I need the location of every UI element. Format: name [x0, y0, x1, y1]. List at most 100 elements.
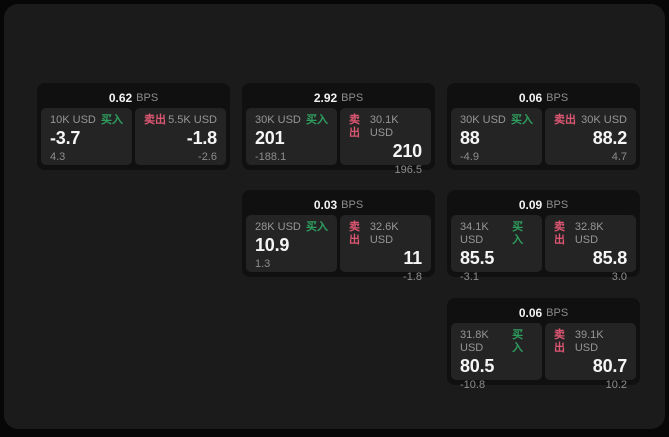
buy-quote-panel[interactable]: 30K USD 买入 88 -4.9: [451, 108, 542, 165]
sell-quote-panel[interactable]: 卖出 39.1K USD 80.7 10.2: [545, 323, 636, 391]
bps-value: 0.62: [108, 90, 133, 105]
buy-side-label: 买入: [512, 221, 524, 246]
buy-panel-header: 31.8K USD 买入: [460, 329, 533, 355]
sell-panel-header: 卖出 30K USD: [554, 114, 627, 127]
buy-quote-panel[interactable]: 34.1K USD 买入 85.5 -3.1: [451, 215, 542, 283]
quote-card-1[interactable]: 0.62 BPS 10K USD 买入 -3.7 4.3 卖出 5.5K USD…: [37, 83, 230, 170]
buy-price: -3.7: [50, 128, 81, 148]
sell-price: 11: [403, 248, 422, 268]
bps-value: 0.06: [518, 90, 543, 105]
bps-unit-label: BPS: [341, 198, 364, 211]
bps-unit-label: BPS: [546, 91, 569, 104]
buy-delta: 1.3: [255, 258, 271, 270]
buy-quote-panel[interactable]: 10K USD 买入 -3.7 4.3: [41, 108, 132, 165]
card-body: 28K USD 买入 10.9 1.3 卖出 32.6K USD 11 -1.8: [246, 215, 431, 283]
buy-price: 10.9: [255, 235, 290, 255]
card-header: 0.06 BPS: [451, 87, 636, 108]
sell-delta: -1.8: [403, 271, 422, 283]
sell-delta: 3.0: [611, 271, 627, 283]
card-header: 0.06 BPS: [451, 302, 636, 323]
bps-unit-label: BPS: [341, 91, 364, 104]
sell-price: -1.8: [186, 128, 217, 148]
card-header: 0.09 BPS: [451, 194, 636, 215]
quote-card-2[interactable]: 2.92 BPS 30K USD 买入 201 -188.1 卖出 30.1K …: [242, 83, 435, 176]
quote-card-5[interactable]: 0.09 BPS 34.1K USD 买入 85.5 -3.1 卖出 32.8K…: [447, 190, 640, 283]
buy-panel-header: 34.1K USD 买入: [460, 221, 533, 247]
sell-quote-panel[interactable]: 卖出 5.5K USD -1.8 -2.6: [135, 108, 226, 165]
card-body: 34.1K USD 买入 85.5 -3.1 卖出 32.8K USD 85.8…: [451, 215, 636, 283]
card-body: 10K USD 买入 -3.7 4.3 卖出 5.5K USD -1.8 -2.…: [41, 108, 226, 165]
buy-price: 85.5: [460, 248, 495, 268]
sell-side-label: 卖出: [554, 114, 576, 126]
sell-side-label: 卖出: [554, 221, 565, 246]
buy-panel-header: 10K USD 买入: [50, 114, 123, 127]
sell-side-label: 卖出: [349, 114, 360, 139]
sell-delta: 4.7: [611, 151, 627, 163]
sell-amount: 5.5K USD: [168, 114, 217, 126]
sell-panel-header: 卖出 5.5K USD: [144, 114, 217, 127]
card-body: 30K USD 买入 88 -4.9 卖出 30K USD 88.2 4.7: [451, 108, 636, 165]
buy-amount: 31.8K USD: [460, 329, 489, 354]
buy-side-label: 买入: [511, 114, 533, 126]
quote-card-3[interactable]: 0.06 BPS 30K USD 买入 88 -4.9 卖出 30K USD 8…: [447, 83, 640, 170]
sell-quote-panel[interactable]: 卖出 30.1K USD 210 196.5: [340, 108, 431, 176]
sell-amount: 30.1K USD: [369, 114, 399, 139]
bps-value: 0.09: [518, 197, 543, 212]
quote-card-6[interactable]: 0.06 BPS 31.8K USD 买入 80.5 -10.8 卖出 39.1…: [447, 298, 640, 391]
sell-quote-panel[interactable]: 卖出 32.6K USD 11 -1.8: [340, 215, 431, 283]
buy-amount: 30K USD: [255, 114, 301, 126]
sell-amount: 32.6K USD: [369, 221, 399, 246]
buy-amount: 28K USD: [255, 221, 301, 233]
sell-amount: 39.1K USD: [574, 329, 604, 354]
buy-delta: -3.1: [460, 271, 479, 283]
buy-delta: -10.8: [460, 379, 486, 391]
buy-delta: -188.1: [255, 151, 287, 163]
buy-amount: 30K USD: [460, 114, 506, 126]
sell-delta: 10.2: [605, 379, 627, 391]
sell-panel-header: 卖出 39.1K USD: [554, 329, 627, 355]
sell-quote-panel[interactable]: 卖出 32.8K USD 85.8 3.0: [545, 215, 636, 283]
card-header: 2.92 BPS: [246, 87, 431, 108]
sell-delta: 196.5: [394, 164, 422, 176]
sell-panel-header: 卖出 32.8K USD: [554, 221, 627, 247]
buy-side-label: 买入: [306, 114, 328, 126]
buy-price: 201: [255, 128, 285, 148]
buy-panel-header: 28K USD 买入: [255, 221, 328, 234]
bps-value: 0.03: [313, 197, 338, 212]
main-panel: 0.62 BPS 10K USD 买入 -3.7 4.3 卖出 5.5K USD…: [4, 4, 665, 429]
buy-quote-panel[interactable]: 31.8K USD 买入 80.5 -10.8: [451, 323, 542, 391]
buy-quote-panel[interactable]: 28K USD 买入 10.9 1.3: [246, 215, 337, 272]
card-body: 31.8K USD 买入 80.5 -10.8 卖出 39.1K USD 80.…: [451, 323, 636, 391]
buy-quote-panel[interactable]: 30K USD 买入 201 -188.1: [246, 108, 337, 165]
sell-price: 85.8: [592, 248, 627, 268]
buy-panel-header: 30K USD 买入: [460, 114, 533, 127]
buy-side-label: 买入: [306, 221, 328, 233]
card-header: 0.62 BPS: [41, 87, 226, 108]
buy-price: 80.5: [460, 356, 495, 376]
buy-delta: -4.9: [460, 151, 479, 163]
bps-unit-label: BPS: [136, 91, 159, 104]
buy-panel-header: 30K USD 买入: [255, 114, 328, 127]
bps-value: 0.06: [518, 305, 543, 320]
sell-side-label: 卖出: [554, 329, 565, 354]
quote-card-4[interactable]: 0.03 BPS 28K USD 买入 10.9 1.3 卖出 32.6K US…: [242, 190, 435, 283]
bps-unit-label: BPS: [546, 306, 569, 319]
sell-delta: -2.6: [198, 151, 217, 163]
buy-side-label: 买入: [101, 114, 123, 126]
buy-amount: 34.1K USD: [460, 221, 489, 246]
sell-panel-header: 卖出 30.1K USD: [349, 114, 422, 140]
sell-side-label: 卖出: [349, 221, 360, 246]
sell-amount: 32.8K USD: [574, 221, 604, 246]
card-header: 0.03 BPS: [246, 194, 431, 215]
buy-delta: 4.3: [50, 151, 66, 163]
sell-amount: 30K USD: [581, 114, 627, 126]
sell-price: 80.7: [592, 356, 627, 376]
buy-side-label: 买入: [512, 329, 524, 354]
sell-quote-panel[interactable]: 卖出 30K USD 88.2 4.7: [545, 108, 636, 165]
bps-value: 2.92: [313, 90, 338, 105]
sell-panel-header: 卖出 32.6K USD: [349, 221, 422, 247]
buy-price: 88: [460, 128, 480, 148]
bps-unit-label: BPS: [546, 198, 569, 211]
sell-side-label: 卖出: [144, 114, 166, 126]
sell-price: 210: [392, 141, 423, 161]
